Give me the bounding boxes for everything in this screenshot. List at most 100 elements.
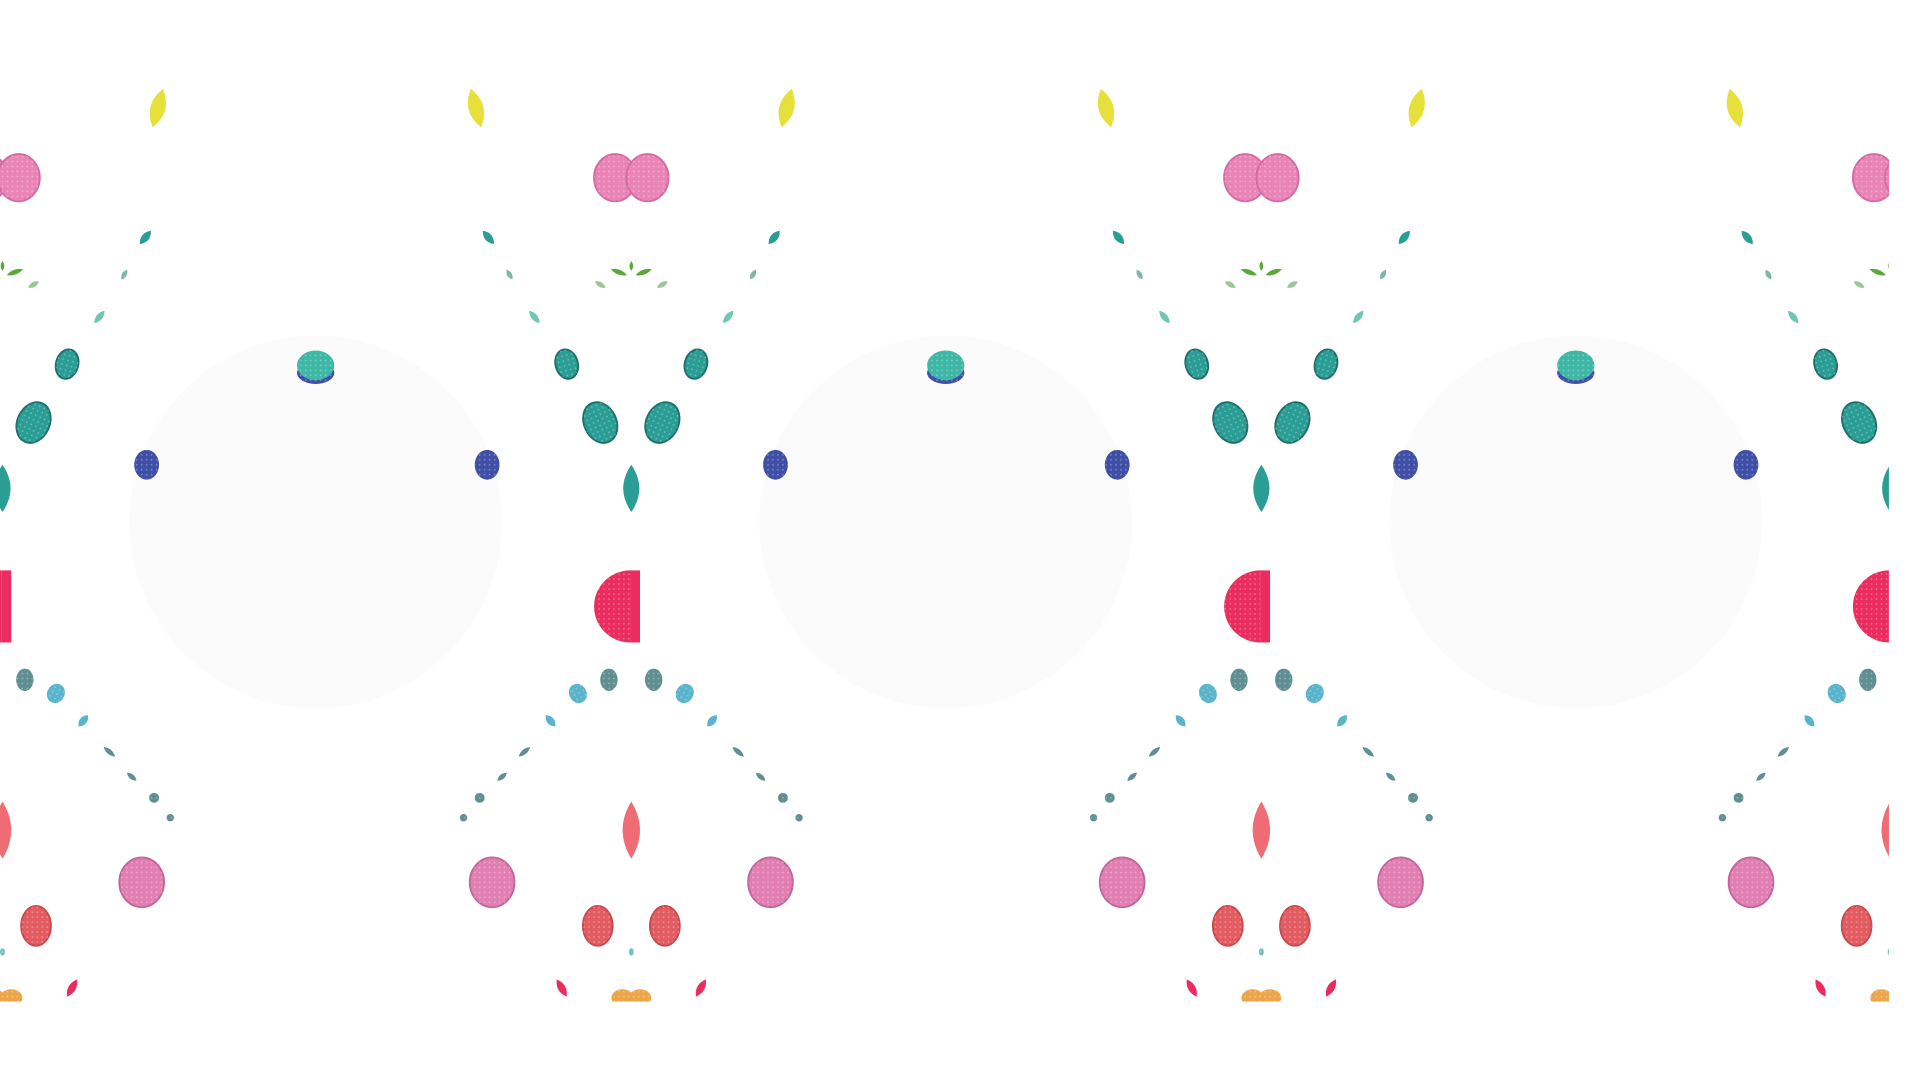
teal-oval-texture bbox=[1275, 402, 1310, 443]
light-leaf bbox=[94, 310, 105, 324]
light-leaf bbox=[750, 269, 757, 280]
light-leaf bbox=[1853, 281, 1865, 288]
red-petal bbox=[1186, 979, 1197, 997]
blue-dot-texture bbox=[1104, 449, 1130, 480]
green-sprout bbox=[1894, 267, 1912, 278]
arc-dot-texture bbox=[1230, 668, 1248, 691]
teal-oval-texture bbox=[645, 402, 680, 443]
red-half-circle bbox=[1, 570, 12, 643]
arc-dot bbox=[545, 715, 556, 727]
pink-bloom-texture bbox=[626, 154, 669, 202]
red-half-circle-texture bbox=[594, 570, 631, 643]
tiny-dot-texture bbox=[0, 948, 5, 956]
yellow-petal bbox=[778, 88, 795, 128]
tiny-dot-texture bbox=[1258, 948, 1264, 956]
red-half-circle bbox=[1889, 570, 1899, 642]
teal-drop bbox=[1398, 230, 1410, 245]
pattern-layer bbox=[0, 88, 1920, 1080]
pink-bloom-texture bbox=[0, 154, 40, 202]
motif-0 bbox=[0, 88, 174, 1007]
green-sprout bbox=[629, 260, 634, 271]
orange-flower bbox=[1887, 993, 1889, 1002]
arc-dot-texture bbox=[1718, 813, 1727, 822]
teal-oval-texture bbox=[1185, 349, 1209, 379]
teal-drop bbox=[482, 230, 494, 245]
arc-dot bbox=[1337, 715, 1347, 727]
red-half-circle-texture bbox=[0, 570, 2, 643]
arc-dot bbox=[1756, 772, 1766, 781]
green-sprout bbox=[610, 268, 628, 276]
salmon-oval-texture bbox=[21, 905, 51, 946]
teal-bloom-texture bbox=[297, 350, 335, 381]
green-sprout bbox=[6, 268, 24, 276]
coral-leaf bbox=[1252, 801, 1271, 859]
yellow-petal bbox=[1726, 88, 1743, 128]
motif-1 bbox=[459, 88, 803, 1007]
light-leaf bbox=[1380, 269, 1387, 280]
tiny-dot-texture bbox=[628, 948, 634, 956]
arc-dot-texture bbox=[1198, 683, 1217, 704]
arc-dot-texture bbox=[16, 668, 34, 691]
arc-dot bbox=[78, 715, 89, 727]
teal-bloom-texture bbox=[927, 350, 965, 381]
arc-dot-texture bbox=[1275, 668, 1293, 691]
orange-flower-texture bbox=[1887, 993, 1889, 1002]
arc-dot-texture bbox=[777, 792, 788, 803]
red-petal bbox=[1815, 979, 1826, 997]
teal-drop bbox=[768, 230, 780, 245]
blue-dot-texture bbox=[134, 449, 160, 480]
teal-drop bbox=[139, 230, 151, 245]
arc-dot-texture bbox=[166, 813, 174, 822]
arc-dot bbox=[126, 772, 137, 781]
coral-leaf bbox=[1881, 803, 1889, 857]
arc-dot-texture bbox=[149, 792, 160, 803]
arc-dot bbox=[497, 772, 507, 781]
arc-dot-texture bbox=[1827, 683, 1846, 704]
arc-dot-texture bbox=[675, 683, 694, 704]
light-leaf bbox=[529, 310, 540, 324]
arc-dot-texture bbox=[600, 668, 618, 691]
blue-dot-texture bbox=[1393, 449, 1418, 480]
light-leaf bbox=[28, 281, 39, 288]
yellow-petal bbox=[1408, 88, 1425, 128]
arc-dot-texture bbox=[1733, 792, 1744, 803]
pink-bloom bbox=[1884, 162, 1889, 193]
salmon-oval bbox=[1909, 906, 1920, 946]
teal-oval-texture bbox=[1841, 402, 1877, 443]
pink-bloom-texture bbox=[1885, 164, 1889, 192]
arc-dot-texture bbox=[1305, 683, 1324, 704]
green-sprout bbox=[635, 268, 652, 276]
coral-leaf bbox=[622, 801, 640, 859]
mauve-circle-texture bbox=[1728, 857, 1774, 908]
teal-oval-texture bbox=[16, 402, 51, 443]
green-sprout bbox=[1259, 260, 1264, 271]
red-half-circle bbox=[1260, 570, 1271, 643]
arc-dot bbox=[1904, 669, 1920, 691]
red-half-circle-texture bbox=[1224, 570, 1261, 643]
light-leaf bbox=[121, 269, 128, 280]
arc-dot bbox=[732, 747, 744, 757]
arc-dot bbox=[1127, 772, 1137, 781]
salmon-oval-texture bbox=[1280, 905, 1310, 946]
green-sprout bbox=[1265, 268, 1282, 276]
light-leaf bbox=[506, 269, 513, 280]
arc-dot-texture bbox=[1904, 669, 1920, 691]
teal-oval-texture bbox=[555, 349, 579, 379]
teal-bloom-0 bbox=[297, 350, 335, 384]
salmon-oval-texture bbox=[1909, 906, 1920, 946]
background-wash bbox=[129, 335, 503, 709]
blue-dot-texture bbox=[1733, 449, 1759, 480]
pink-bloom-texture bbox=[1224, 154, 1267, 202]
light-leaf bbox=[723, 310, 734, 324]
light-leaf bbox=[1788, 310, 1799, 324]
teal-oval-texture bbox=[1814, 349, 1838, 379]
light-leaf bbox=[1765, 269, 1772, 280]
red-petal bbox=[695, 979, 707, 997]
red-petal bbox=[66, 979, 78, 997]
motif-2 bbox=[1089, 88, 1433, 1007]
arc-dot bbox=[1804, 715, 1815, 727]
light-leaf bbox=[1287, 281, 1298, 288]
mauve-circle-texture bbox=[1099, 857, 1145, 908]
red-half-circle-texture bbox=[1852, 570, 1889, 643]
